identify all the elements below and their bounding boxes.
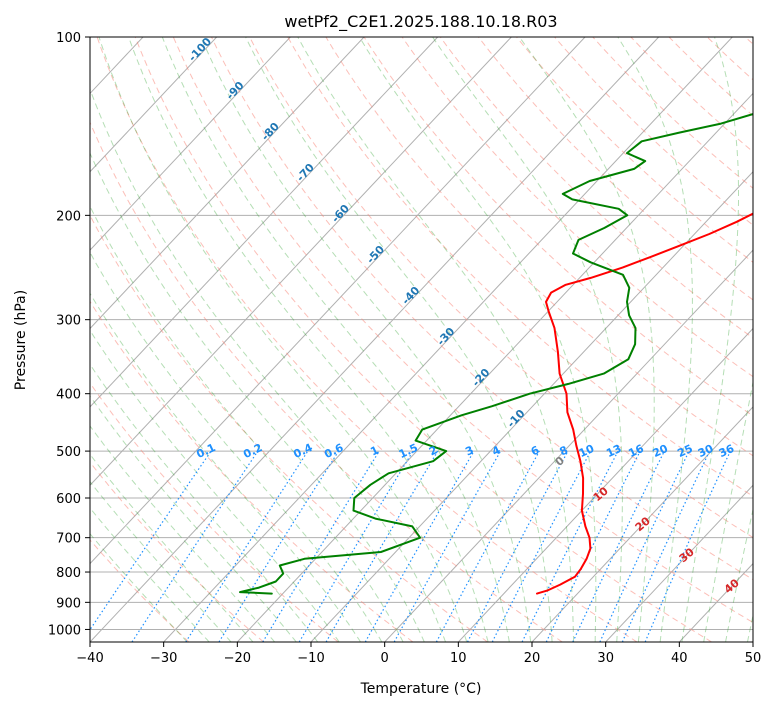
y-tick-label: 1000 [48, 623, 81, 638]
x-tick-label: 40 [671, 651, 688, 666]
x-tick-label: 20 [524, 651, 541, 666]
x-tick-label: 50 [745, 651, 762, 666]
y-tick-label: 500 [56, 445, 81, 460]
x-tick-label: −30 [150, 651, 177, 666]
y-tick-label: 100 [56, 31, 81, 46]
y-axis-label: Pressure (hPa) [13, 290, 29, 390]
y-tick-label: 800 [56, 566, 81, 581]
y-tick-label: 300 [56, 314, 81, 329]
x-tick-label: −20 [224, 651, 251, 666]
y-tick-label: 900 [56, 596, 81, 611]
x-axis-label: Temperature (°C) [360, 681, 482, 697]
y-tick-label: 400 [56, 388, 81, 403]
x-tick-label: 0 [381, 651, 389, 666]
x-tick-label: −10 [297, 651, 324, 666]
x-tick-label: 30 [597, 651, 614, 666]
y-tick-label: 200 [56, 209, 81, 224]
chart-title: wetPf2_C2E1.2025.188.10.18.R03 [284, 12, 557, 32]
x-tick-label: −40 [76, 651, 103, 666]
x-tick-label: 10 [450, 651, 467, 666]
y-tick-label: 600 [56, 492, 81, 507]
y-tick-label: 700 [56, 532, 81, 547]
